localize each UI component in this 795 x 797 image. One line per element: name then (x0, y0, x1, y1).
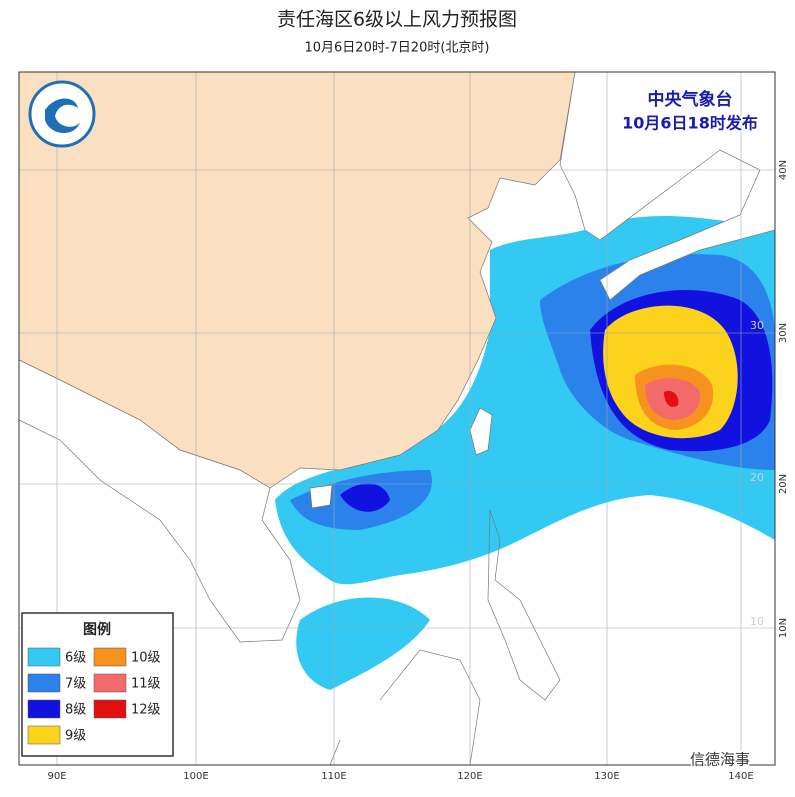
legend-label: 10级 (131, 651, 161, 666)
legend-swatch (93, 647, 127, 667)
grid-label: 30 (750, 319, 764, 332)
legend-swatch (27, 647, 61, 667)
legend-label: 8级 (65, 703, 86, 718)
legend-swatch (27, 699, 61, 719)
lon-label: 140E (728, 771, 753, 782)
legend-swatch (27, 673, 61, 693)
watermark: 信德海事 (690, 751, 750, 769)
lon-label: 120E (457, 771, 482, 782)
map-frame (18, 71, 776, 766)
subtitle: 10月6日20时-7日20时(北京时) (304, 41, 489, 56)
land-borneo (329, 649, 481, 765)
lat-label: 30N (778, 323, 789, 343)
land-taiwan (469, 407, 493, 456)
legend-swatch (27, 725, 61, 745)
wind-zone (296, 597, 430, 690)
legend-label: 6级 (65, 651, 86, 666)
title: 责任海区6级以上风力预报图 (277, 9, 517, 31)
lat-label: 40N (778, 160, 789, 180)
land-other (19, 359, 301, 643)
land-korea-japan (559, 72, 775, 301)
grid-label: 20 (750, 471, 764, 484)
legend: 图例 6级 7级 8级 9级 10级 11级 12级 (21, 612, 174, 757)
legend-swatch (93, 699, 127, 719)
legend-label: 7级 (65, 677, 86, 692)
legend-label: 12级 (131, 703, 161, 718)
logo (28, 80, 96, 148)
legend-title: 图例 (83, 621, 111, 638)
lon-label: 90E (47, 771, 66, 782)
land-philippines (487, 509, 561, 701)
wind-zone (340, 483, 390, 512)
lon-label: 100E (183, 771, 208, 782)
issuer-agency: 中央气象台 (648, 89, 733, 110)
legend-label: 11级 (131, 677, 161, 692)
lon-label: 130E (594, 771, 619, 782)
lat-label: 10N (778, 618, 789, 638)
legend-swatch (93, 673, 127, 693)
lat-label: 20N (778, 474, 789, 494)
grid-label: 10 (750, 615, 764, 628)
wind-zone (664, 390, 679, 407)
land-hainan (309, 484, 333, 509)
lon-label: 110E (321, 771, 346, 782)
legend-label: 9级 (65, 729, 86, 744)
issue-time: 10月6日18时发布 (622, 114, 758, 133)
